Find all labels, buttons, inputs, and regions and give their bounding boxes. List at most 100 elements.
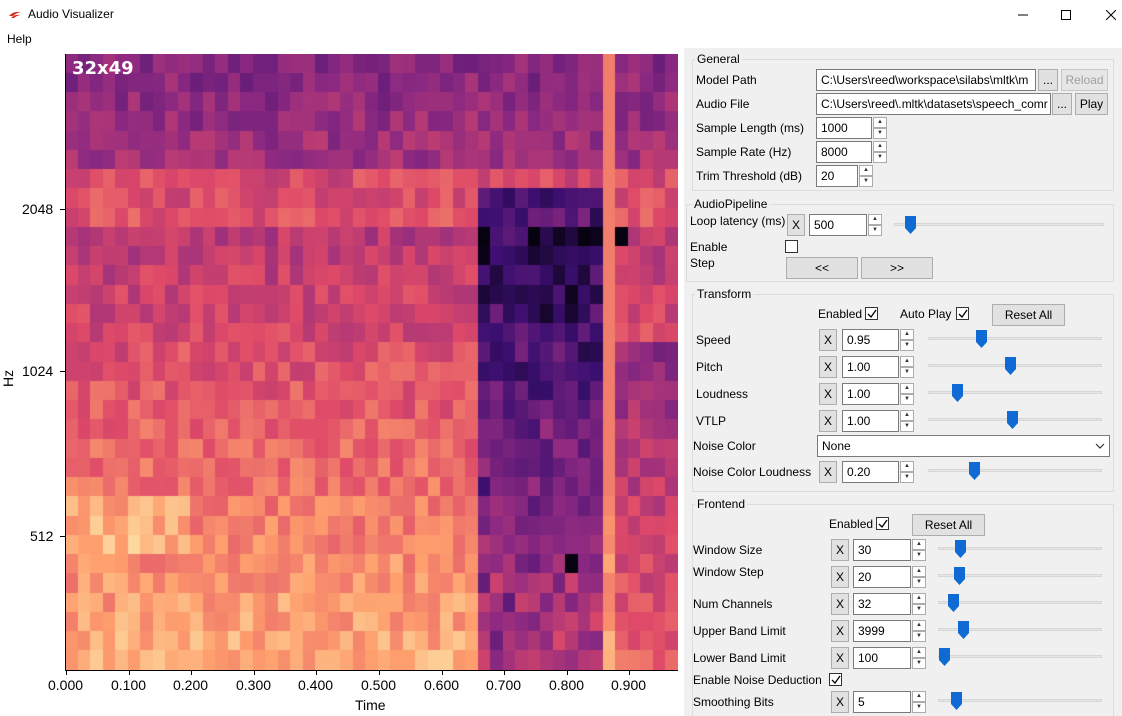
spin-down-icon[interactable]: ▼ (912, 631, 926, 642)
window-size-stepper[interactable]: ▲ ▼ (912, 539, 926, 561)
noise-deduction-checkbox[interactable] (829, 673, 842, 686)
spin-down-icon[interactable]: ▼ (900, 421, 914, 432)
step-forward-button[interactable]: >> (861, 257, 933, 279)
lower-band-stepper[interactable]: ▲ ▼ (912, 647, 926, 669)
loop-latency-input[interactable]: 500 (809, 214, 867, 236)
noise-loudness-input[interactable]: 0.20 (842, 461, 899, 483)
spin-up-icon[interactable]: ▲ (912, 539, 926, 550)
spin-down-icon[interactable]: ▼ (859, 176, 873, 187)
panel-scrollbar[interactable] (1114, 48, 1122, 716)
play-button[interactable]: Play (1075, 93, 1108, 115)
spin-up-icon[interactable]: ▲ (900, 461, 914, 472)
loudness-stepper[interactable]: ▲ ▼ (900, 383, 914, 405)
model-path-browse-button[interactable]: ... (1038, 69, 1058, 91)
spin-up-icon[interactable]: ▲ (912, 566, 926, 577)
sample-length-stepper[interactable]: ▲ ▼ (873, 117, 887, 139)
window-size-input[interactable]: 30 (853, 539, 911, 561)
spin-down-icon[interactable]: ▼ (912, 577, 926, 588)
sample-rate-stepper[interactable]: ▲ ▼ (873, 141, 887, 163)
step-back-button[interactable]: << (786, 257, 858, 279)
spin-up-icon[interactable]: ▲ (912, 593, 926, 604)
spin-up-icon[interactable]: ▲ (912, 691, 926, 702)
window-size-reset-button[interactable]: X (831, 539, 849, 561)
model-path-field[interactable]: C:\Users\reed\workspace\silabs\mltk\m (816, 69, 1036, 91)
num-channels-reset-button[interactable]: X (831, 593, 849, 615)
smoothing-bits-reset-button[interactable]: X (831, 691, 849, 713)
smoothing-bits-slider-track[interactable] (938, 699, 1102, 702)
upper-band-stepper[interactable]: ▲ ▼ (912, 620, 926, 642)
maximize-button[interactable] (1043, 0, 1089, 30)
spin-up-icon[interactable]: ▲ (900, 329, 914, 340)
transform-reset-button[interactable]: Reset All (992, 304, 1065, 326)
transform-enabled-checkbox[interactable] (865, 307, 878, 320)
spin-up-icon[interactable]: ▲ (873, 117, 887, 128)
speed-slider-thumb[interactable] (976, 330, 987, 348)
smoothing-bits-stepper[interactable]: ▲ ▼ (912, 691, 926, 713)
spin-down-icon[interactable]: ▼ (912, 550, 926, 561)
sample-rate-input[interactable]: 8000 (816, 141, 872, 163)
spin-up-icon[interactable]: ▲ (859, 165, 873, 176)
loop-latency-slider-thumb[interactable] (905, 216, 916, 234)
vtlp-input[interactable]: 1.00 (842, 410, 899, 432)
spin-down-icon[interactable]: ▼ (873, 128, 887, 139)
smoothing-bits-slider-thumb[interactable] (951, 692, 962, 710)
audio-file-browse-button[interactable]: ... (1052, 93, 1072, 115)
spin-down-icon[interactable]: ▼ (868, 225, 882, 236)
spin-down-icon[interactable]: ▼ (900, 367, 914, 378)
frontend-reset-button[interactable]: Reset All (912, 514, 985, 536)
pitch-input[interactable]: 1.00 (842, 356, 899, 378)
upper-band-input[interactable]: 3999 (853, 620, 911, 642)
lower-band-input[interactable]: 100 (853, 647, 911, 669)
spin-up-icon[interactable]: ▲ (900, 410, 914, 421)
spin-down-icon[interactable]: ▼ (900, 472, 914, 483)
upper-band-slider-track[interactable] (938, 628, 1102, 631)
num-channels-input[interactable]: 32 (853, 593, 911, 615)
loudness-input[interactable]: 1.00 (842, 383, 899, 405)
menu-help[interactable]: Help (7, 32, 32, 46)
spin-down-icon[interactable]: ▼ (912, 604, 926, 615)
autoplay-checkbox[interactable] (956, 307, 969, 320)
spin-up-icon[interactable]: ▲ (912, 647, 926, 658)
window-size-slider-track[interactable] (938, 547, 1102, 550)
spin-down-icon[interactable]: ▼ (900, 340, 914, 351)
close-button[interactable] (1088, 0, 1122, 30)
upper-band-reset-button[interactable]: X (831, 620, 849, 642)
speed-slider-track[interactable] (928, 337, 1102, 340)
spin-up-icon[interactable]: ▲ (900, 383, 914, 394)
spin-up-icon[interactable]: ▲ (868, 214, 882, 225)
spin-up-icon[interactable]: ▲ (873, 141, 887, 152)
frontend-enabled-checkbox[interactable] (876, 517, 889, 530)
trim-threshold-input[interactable]: 20 (816, 165, 858, 187)
pitch-reset-button[interactable]: X (819, 356, 837, 378)
noise-color-select[interactable]: None (817, 435, 1110, 457)
spin-down-icon[interactable]: ▼ (900, 394, 914, 405)
num-channels-stepper[interactable]: ▲ ▼ (912, 593, 926, 615)
smoothing-bits-input[interactable]: 5 (853, 691, 911, 713)
spin-up-icon[interactable]: ▲ (912, 620, 926, 631)
lower-band-slider-thumb[interactable] (939, 648, 950, 666)
enable-step-checkbox[interactable] (785, 240, 798, 253)
speed-stepper[interactable]: ▲ ▼ (900, 329, 914, 351)
noise-loudness-slider-track[interactable] (928, 469, 1102, 472)
loop-latency-slider-track[interactable] (894, 223, 1104, 226)
noise-loudness-slider-thumb[interactable] (969, 462, 980, 480)
spin-up-icon[interactable]: ▲ (900, 356, 914, 367)
spin-down-icon[interactable]: ▼ (873, 152, 887, 163)
speed-reset-button[interactable]: X (819, 329, 837, 351)
vtlp-stepper[interactable]: ▲ ▼ (900, 410, 914, 432)
window-step-slider-track[interactable] (938, 574, 1102, 577)
window-size-slider-thumb[interactable] (955, 540, 966, 558)
window-step-slider-thumb[interactable] (954, 567, 965, 585)
sample-length-input[interactable]: 1000 (816, 117, 872, 139)
lower-band-reset-button[interactable]: X (831, 647, 849, 669)
noise-loudness-stepper[interactable]: ▲ ▼ (900, 461, 914, 483)
vtlp-slider-thumb[interactable] (1007, 411, 1018, 429)
loop-latency-stepper[interactable]: ▲ ▼ (868, 214, 882, 236)
num-channels-slider-track[interactable] (938, 601, 1102, 604)
minimize-button[interactable] (1000, 0, 1046, 30)
lower-band-slider-track[interactable] (938, 655, 1102, 658)
upper-band-slider-thumb[interactable] (958, 621, 969, 639)
window-step-reset-button[interactable]: X (831, 566, 849, 588)
audio-file-field[interactable]: C:\Users\reed\.mltk\datasets\speech_comr (816, 93, 1051, 115)
loudness-slider-thumb[interactable] (952, 384, 963, 402)
